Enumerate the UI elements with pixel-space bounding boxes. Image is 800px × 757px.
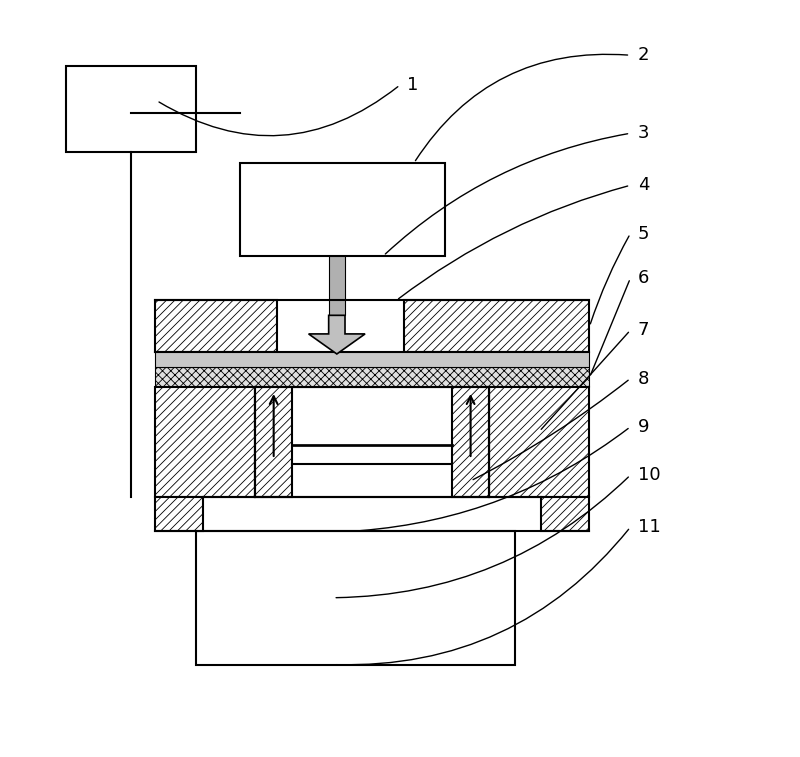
Text: 2: 2 xyxy=(638,46,650,64)
Bar xyxy=(154,497,203,531)
Text: 1: 1 xyxy=(407,76,419,94)
Bar xyxy=(329,256,345,316)
Text: 6: 6 xyxy=(638,269,649,287)
Text: 8: 8 xyxy=(638,369,649,388)
Polygon shape xyxy=(309,316,365,354)
Bar xyxy=(452,388,489,497)
Text: 5: 5 xyxy=(638,225,650,242)
Bar xyxy=(541,497,590,531)
Text: 4: 4 xyxy=(638,176,650,195)
Text: 9: 9 xyxy=(638,418,650,436)
Bar xyxy=(66,67,196,152)
Bar xyxy=(489,388,590,497)
Bar xyxy=(404,301,590,353)
Text: 10: 10 xyxy=(638,466,661,484)
Bar xyxy=(154,388,255,497)
Bar xyxy=(154,301,278,353)
Bar xyxy=(255,388,292,497)
Bar xyxy=(154,353,590,367)
Text: 7: 7 xyxy=(638,321,650,339)
Text: 11: 11 xyxy=(638,518,661,536)
Bar xyxy=(196,531,515,665)
Bar xyxy=(154,367,590,388)
Text: 3: 3 xyxy=(638,124,650,142)
Bar xyxy=(240,163,445,256)
